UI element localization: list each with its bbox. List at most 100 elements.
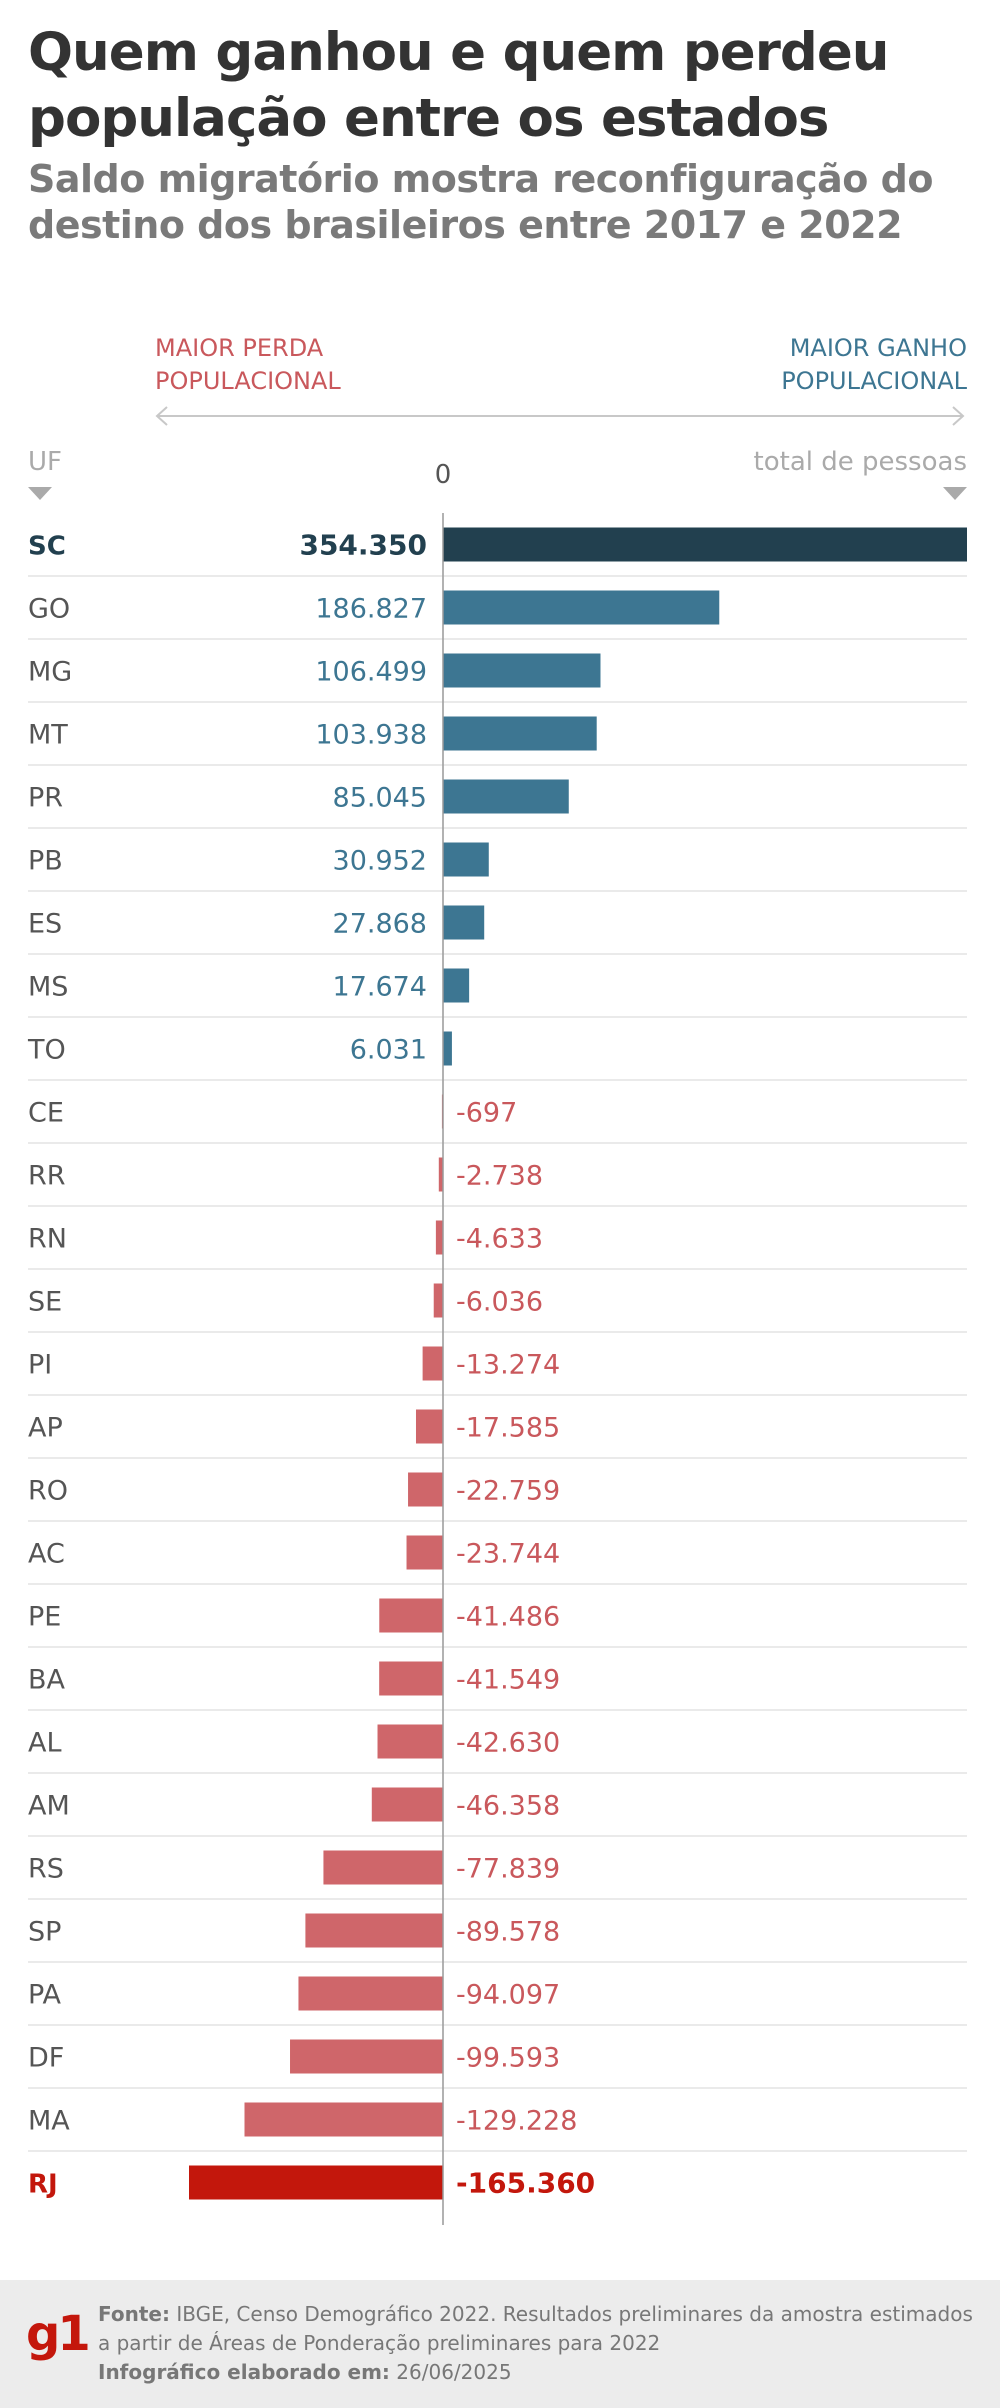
category-label: CE [28, 1098, 64, 1129]
category-label: SC [28, 532, 66, 562]
value-label: -23.744 [456, 1539, 560, 1570]
category-label: PI [28, 1350, 52, 1381]
bar [323, 1850, 443, 1885]
bar [443, 590, 720, 625]
value-label: -77.839 [456, 1854, 560, 1885]
category-label: RO [28, 1476, 68, 1507]
value-label: -129.228 [456, 2106, 577, 2137]
category-label: AM [28, 1791, 70, 1822]
gain-legend-label: MAIOR GANHO POPULACIONAL [781, 334, 967, 395]
value-label: 103.938 [315, 720, 427, 751]
category-label: RN [28, 1224, 67, 1255]
value-label: -2.738 [456, 1161, 543, 1192]
bar [443, 842, 489, 877]
category-label: SP [28, 1917, 61, 1948]
category-label: RR [28, 1161, 66, 1192]
value-label: -41.549 [456, 1665, 560, 1696]
bar [290, 2039, 443, 2074]
category-label: MT [28, 720, 68, 751]
value-label: 186.827 [315, 594, 427, 625]
x-axis-label: total de pessoas [754, 447, 967, 477]
category-label: PE [28, 1602, 61, 1633]
bar [443, 1031, 452, 1066]
value-label: 6.031 [350, 1035, 427, 1066]
value-label: -99.593 [456, 2043, 560, 2074]
value-label: -94.097 [456, 1980, 560, 2011]
y-axis-label: UF [28, 447, 62, 477]
value-label: 17.674 [333, 972, 427, 1003]
category-label: PR [28, 783, 63, 814]
value-label: 354.350 [299, 529, 427, 562]
category-label: DF [28, 2043, 64, 2074]
value-label: -13.274 [456, 1350, 560, 1381]
bar [435, 1220, 443, 1255]
loss-legend-label: MAIOR PERDA POPULACIONAL [155, 334, 341, 395]
bar [443, 527, 967, 562]
bar [443, 968, 470, 1003]
category-label: MA [28, 2106, 70, 2137]
source-note: Fonte: IBGE, Censo Demográfico 2022. Res… [98, 2300, 978, 2387]
value-label: -42.630 [456, 1728, 560, 1759]
value-label: -165.360 [456, 2167, 595, 2200]
value-label: -89.578 [456, 1917, 560, 1948]
category-label: ES [28, 909, 62, 940]
bar [298, 1976, 443, 2011]
bar [379, 1661, 443, 1696]
category-label: AL [28, 1728, 62, 1759]
bar [443, 653, 601, 688]
date-text: 26/06/2025 [396, 2360, 512, 2384]
value-label: -6.036 [456, 1287, 543, 1318]
chart-rows: SC 354.350 GO 186.827 MG 106.499 MT 103.938 PR 85… [27, 527, 967, 2200]
source-label: Fonte: [98, 2302, 170, 2326]
category-label: MG [28, 657, 72, 688]
bar [371, 1787, 443, 1822]
value-label: -4.633 [456, 1224, 543, 1255]
bar [438, 1157, 443, 1192]
value-label: 85.045 [333, 783, 427, 814]
category-label: GO [28, 594, 70, 625]
bar [415, 1409, 443, 1444]
date-label: Infográfico elaborado em: [98, 2360, 390, 2384]
category-label: PB [28, 846, 63, 877]
bar [443, 779, 569, 814]
value-label: -46.358 [456, 1791, 560, 1822]
bar [377, 1724, 443, 1759]
bar [433, 1283, 443, 1318]
y-axis-triangle-icon [28, 487, 52, 500]
bar [443, 905, 485, 940]
value-label: -41.486 [456, 1602, 560, 1633]
g1-logo: g1 [26, 2306, 91, 2362]
category-label: RS [28, 1854, 64, 1885]
category-label: BA [28, 1665, 66, 1696]
category-label: RJ [28, 2170, 58, 2200]
bar [189, 2165, 443, 2200]
value-label: 106.499 [315, 657, 427, 688]
category-label: AP [28, 1413, 63, 1444]
bar [244, 2102, 443, 2137]
category-label: PA [28, 1980, 62, 2011]
legend-arrow-right-head [952, 406, 965, 426]
chart-subtitle: Saldo migratório mostra reconfiguração d… [28, 157, 933, 247]
value-label: -22.759 [456, 1476, 560, 1507]
category-label: SE [28, 1287, 62, 1318]
value-label: -17.585 [456, 1413, 560, 1444]
footer: g1 Fonte: IBGE, Censo Demográfico 2022. … [0, 2280, 1000, 2408]
bar [408, 1472, 443, 1507]
bar [406, 1535, 443, 1570]
category-label: TO [27, 1035, 66, 1066]
chart-title: Quem ganhou e quem perdeu população entr… [28, 22, 890, 149]
legend-arrow-left-head [155, 406, 168, 426]
zero-tick-label: 0 [435, 460, 452, 490]
bar [305, 1913, 443, 1948]
value-label: 30.952 [333, 846, 427, 877]
value-label: 27.868 [333, 909, 427, 940]
x-axis-triangle-icon [943, 487, 967, 500]
category-label: MS [28, 972, 68, 1003]
bar [379, 1598, 443, 1633]
value-label: -697 [456, 1098, 517, 1129]
category-label: AC [28, 1539, 65, 1570]
legend: MAIOR PERDA POPULACIONAL MAIOR GANHO POPUL… [155, 334, 968, 426]
source-text: IBGE, Censo Demográfico 2022. Resultados… [98, 2302, 973, 2355]
bar [443, 716, 597, 751]
bar [422, 1346, 443, 1381]
